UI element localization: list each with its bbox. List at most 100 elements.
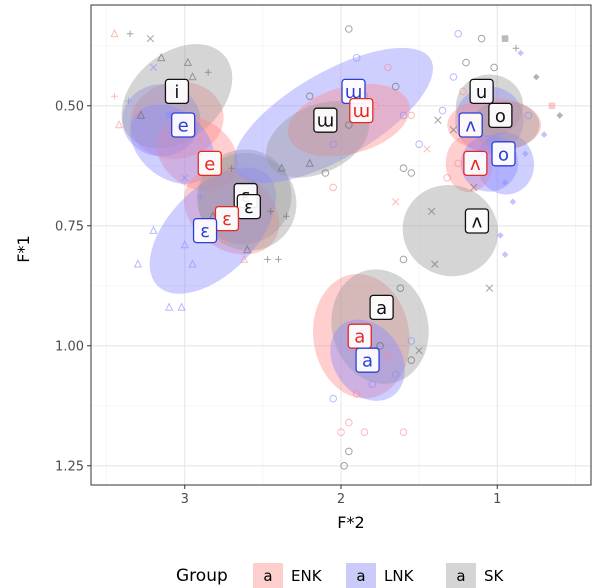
ellipse-sk — [266, 101, 370, 178]
y-axis-title: F*1 — [14, 235, 33, 262]
vowel-label-text: ɛ — [200, 221, 210, 242]
legend-title: Group — [176, 566, 228, 586]
vowel-label-sk: u — [469, 78, 494, 105]
data-point-sk — [376, 342, 384, 350]
vowel-label-text: o — [498, 144, 509, 165]
data-point-sk — [399, 255, 408, 264]
data-point-lnk — [197, 193, 204, 201]
vowel-label-box — [355, 347, 380, 373]
data-point-lnk — [454, 30, 462, 38]
vowel-label-text: e — [178, 116, 189, 137]
data-point-lnk — [165, 112, 173, 119]
data-point-lnk — [133, 259, 142, 268]
data-point-lnk — [188, 259, 197, 268]
vowel-label-sk: ɛ — [236, 193, 261, 220]
data-point-sk — [305, 158, 314, 167]
data-point-enk — [407, 111, 416, 120]
vowel-label-text: ɛ — [222, 209, 232, 230]
data-point-sk — [345, 447, 353, 456]
vowel-label-sk: i — [164, 78, 190, 105]
data-point-enk — [240, 254, 249, 263]
vowel-label-text: o — [495, 106, 506, 127]
legend-key-enk — [253, 563, 283, 588]
vowel-label-lnk: e — [171, 112, 196, 138]
vowel-label-sk: ʌ — [464, 208, 490, 234]
data-point-lnk — [517, 49, 524, 57]
x-tick-label: 2 — [337, 492, 345, 507]
data-point-enk — [133, 105, 142, 114]
y-tick-label: 1.00 — [55, 339, 84, 354]
vowel-label-box — [197, 150, 222, 177]
ellipse-enk — [287, 83, 410, 157]
legend-key-lnk — [346, 563, 376, 588]
vowel-label-box — [313, 107, 338, 133]
legend-key-symbol: a — [263, 567, 272, 585]
data-point-lnk — [177, 302, 186, 311]
data-point-sk — [431, 260, 439, 268]
data-point-sk — [264, 256, 271, 263]
vowel-label-text: ɯ — [353, 101, 371, 122]
vowel-label-sk: ɯ — [313, 107, 338, 133]
vowel-label-text: ɯ — [317, 111, 335, 132]
x-tick-label: 3 — [181, 492, 189, 507]
data-point-enk — [111, 92, 118, 100]
legend-key-symbol: a — [356, 567, 365, 585]
vowel-label-text: e — [204, 154, 215, 175]
data-point-sk — [427, 207, 436, 216]
y-tick-label: 0.75 — [55, 219, 84, 234]
data-point-lnk — [449, 73, 458, 81]
data-point-lnk — [149, 225, 158, 234]
vowel-label-box — [171, 112, 196, 138]
data-point-lnk — [165, 302, 174, 311]
data-point-enk — [337, 428, 345, 437]
legend-label-sk: SK — [484, 567, 505, 585]
vowel-label-box — [192, 217, 218, 244]
data-point-sk — [391, 82, 400, 91]
data-point-lnk — [522, 150, 529, 158]
data-point-sk — [305, 92, 314, 100]
vowel-label-enk: a — [347, 323, 372, 349]
data-point-lnk — [501, 251, 509, 258]
data-point-lnk — [497, 232, 504, 239]
data-point-sk — [283, 212, 290, 220]
vowel-label-enk: e — [197, 150, 222, 177]
data-point-sk — [490, 63, 498, 72]
data-point-lnk — [352, 54, 361, 62]
data-point-enk — [345, 418, 353, 427]
vowel-label-lnk: a — [355, 347, 380, 373]
data-point-enk — [392, 198, 400, 206]
data-point-sk — [449, 126, 458, 134]
x-axis: 3 2 1 — [181, 485, 501, 507]
data-point-sk — [396, 284, 405, 293]
data-point-sk — [275, 256, 282, 263]
data-point-lnk — [329, 140, 337, 148]
vowel-label-box — [164, 78, 190, 105]
data-point-enk — [548, 102, 556, 110]
y-axis: 0.50 0.75 1.00 1.25 — [55, 99, 91, 474]
data-point-lnk — [368, 380, 377, 389]
vowel-label-text: ɛ — [244, 197, 254, 218]
vowel-label-box — [463, 150, 488, 177]
plot-panel: ieeɛɛɛɛɯɯɯuʌooʌʌaaa — [90, 4, 592, 486]
data-point-enk — [197, 136, 204, 143]
data-point-lnk — [391, 370, 400, 379]
vowel-label-layer: ieeɛɛɛɛɯɯɯuʌooʌʌaaa — [164, 78, 516, 373]
data-point-lnk — [501, 179, 509, 186]
vowel-label-box — [464, 208, 490, 234]
ellipse-sk — [402, 184, 499, 277]
data-point-sk — [485, 284, 494, 292]
data-point-enk — [352, 390, 361, 398]
data-point-enk — [329, 183, 337, 192]
data-point-sk — [556, 112, 564, 119]
point-layer — [110, 25, 564, 470]
data-point-enk — [219, 235, 228, 244]
data-point-lnk — [524, 111, 533, 120]
data-point-lnk — [329, 394, 337, 403]
data-point-sk — [407, 356, 416, 365]
data-point-enk — [384, 63, 392, 72]
data-point-enk — [454, 159, 462, 168]
data-point-sk — [188, 72, 197, 81]
x-axis-title: F*2 — [337, 513, 364, 532]
data-point-enk — [399, 428, 408, 437]
